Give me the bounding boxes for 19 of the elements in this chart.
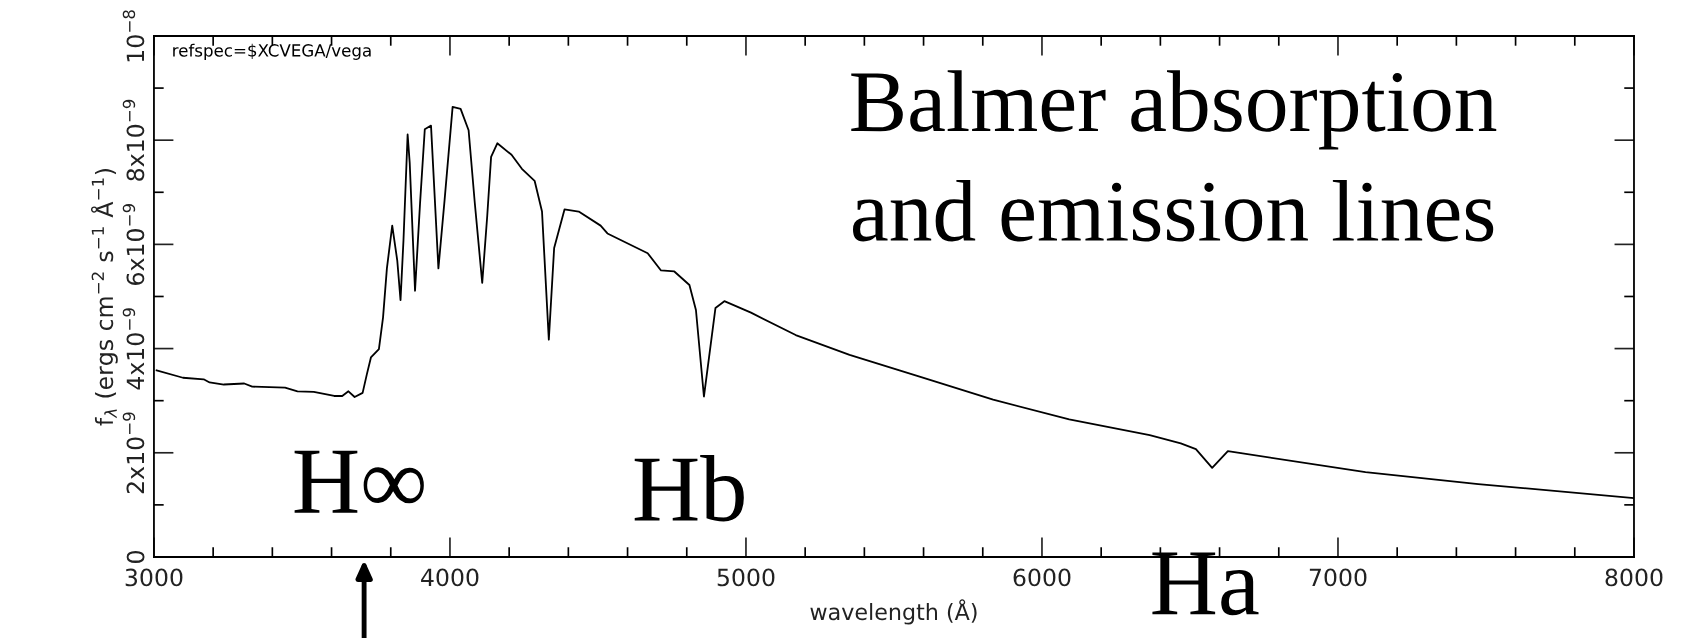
annotation: Hb: [634, 454, 744, 522]
x-axis-title: wavelength (Å): [810, 599, 977, 625]
x-tick-label: 3000: [125, 568, 183, 587]
x-tick-label: 4000: [421, 568, 479, 587]
text: f$_{λ}$ (ergs cm$^{−2}$ s$^{−1}$ Å$^{−1}$): [90, 169, 118, 426]
annotation: Ha: [1152, 552, 1259, 616]
annotation: refspec=$XCVEGA/vega: [173, 43, 371, 60]
y-tick-label: 6x10$^{−9}$: [122, 204, 145, 285]
x-tick-label: 6000: [1013, 568, 1071, 587]
y-tick-label: 8x10$^{−9}$: [122, 99, 145, 181]
y-tick-label: 2x10$^{−9}$: [122, 412, 145, 494]
annotation: H∞: [294, 450, 424, 513]
text: Balmer absorption and emission lines: [851, 70, 1497, 242]
x-tick-label: 7000: [1309, 568, 1367, 587]
x-tick-label: 5000: [717, 568, 775, 587]
x-tick-label: 8000: [1605, 568, 1663, 587]
y-tick-label: 10$^{−8}$: [122, 10, 145, 62]
y-tick-label: 0: [126, 551, 145, 563]
y-tick-label: 4x10$^{−9}$: [122, 308, 145, 390]
